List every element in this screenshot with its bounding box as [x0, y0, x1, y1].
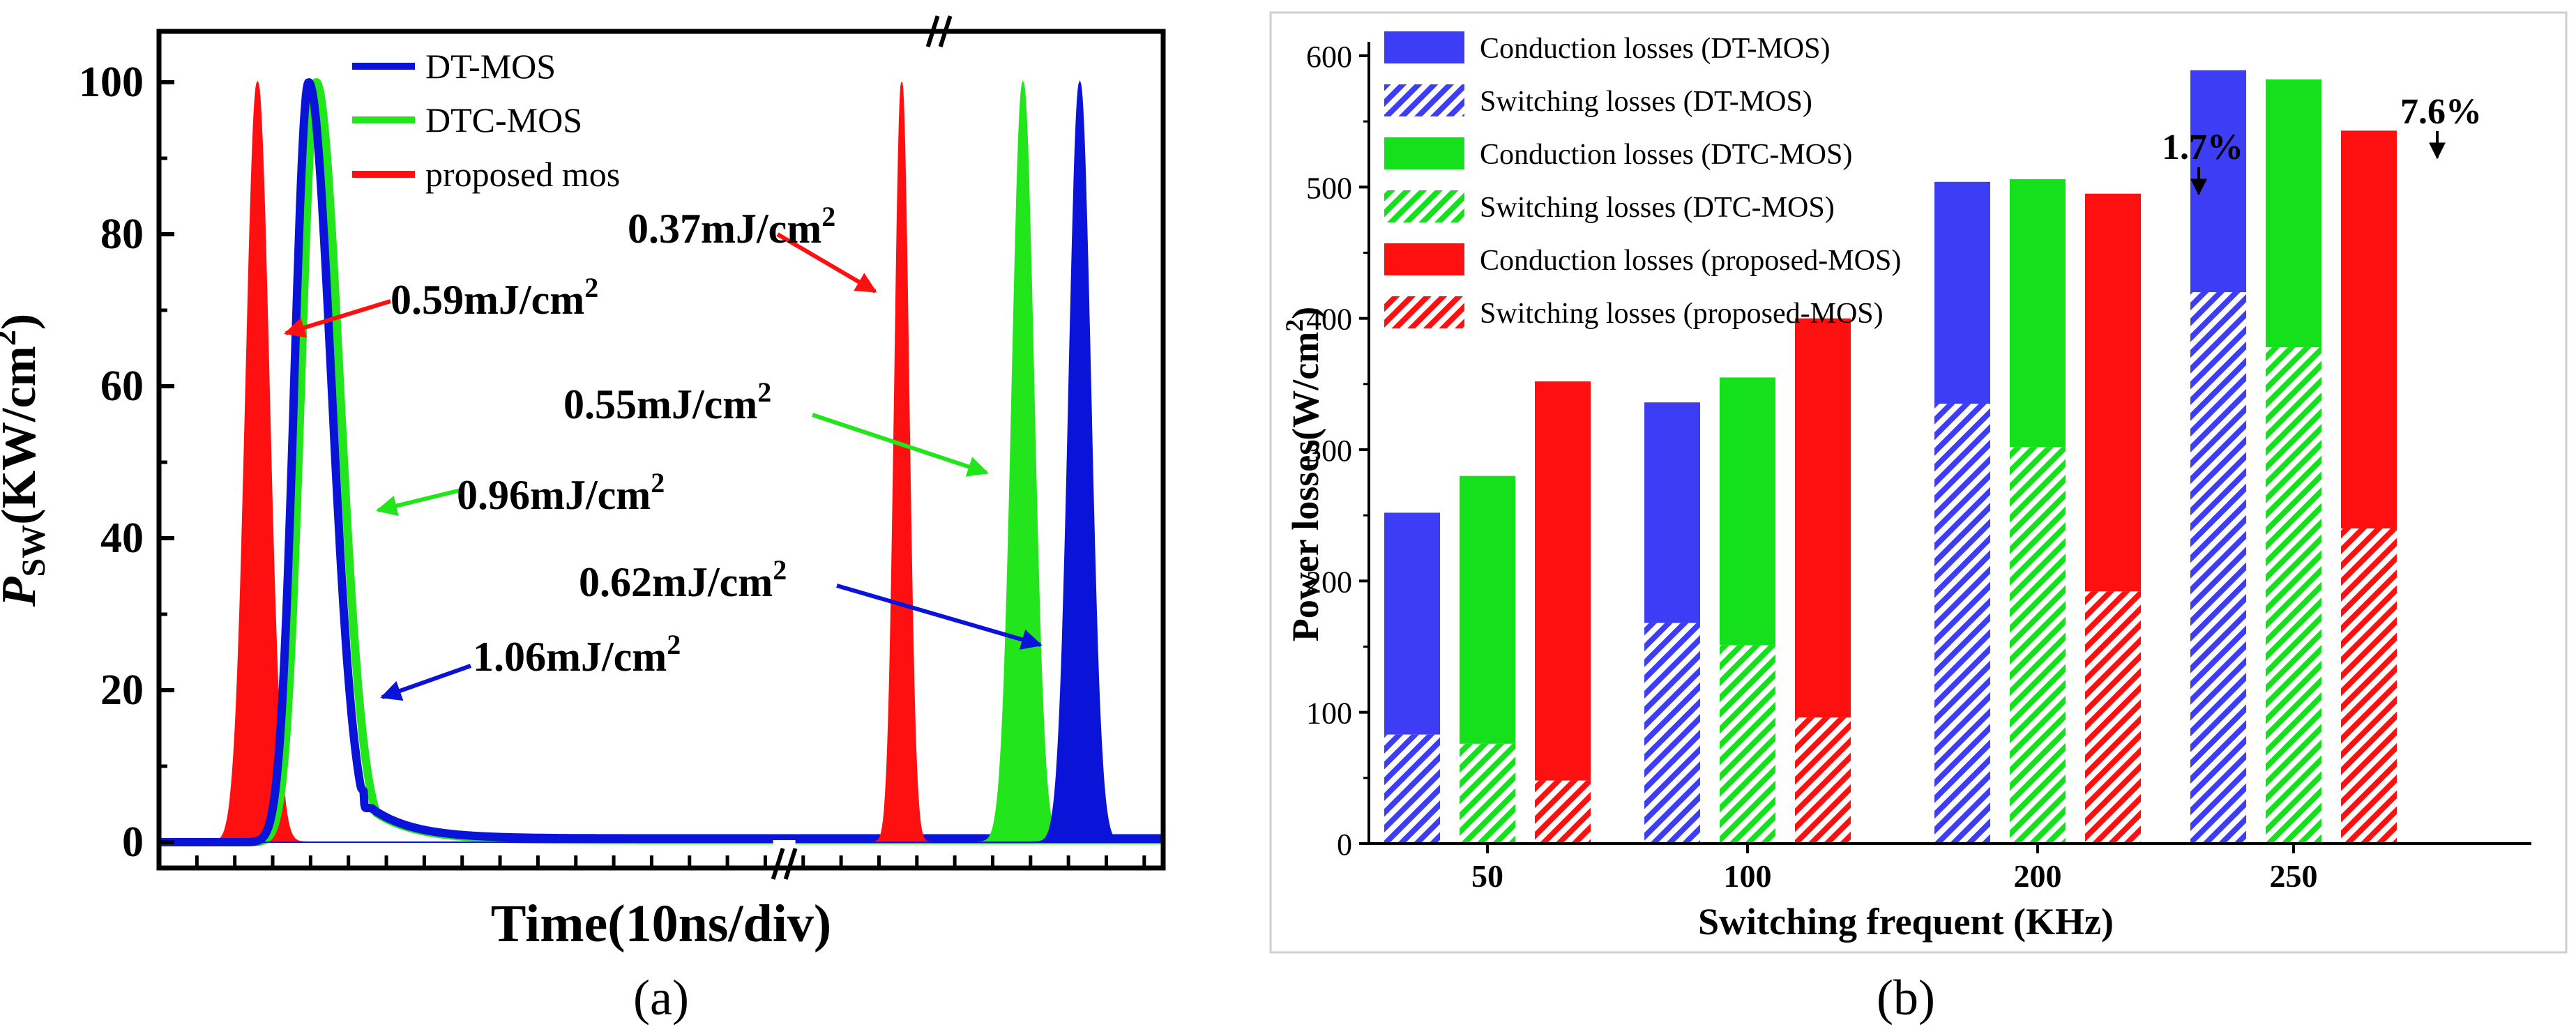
- a-y-tick-label: 60: [100, 363, 144, 410]
- a-annot-106: 1.06mJ/cm2: [473, 629, 681, 680]
- b-bars: [1384, 70, 2397, 844]
- b-annot-76: 7.6%: [2400, 92, 2482, 132]
- b-legend-label: Switching losses (proposed-MOS): [1480, 298, 1884, 330]
- b-legend-swatch: [1384, 296, 1464, 328]
- a-y-axis-label: PSW(KW/cm2): [0, 314, 52, 607]
- bar-switching-dt-200: [1934, 404, 1990, 844]
- bar-conduction-dtc-250: [2266, 79, 2321, 348]
- b-y-tick-label: 600: [1306, 40, 1352, 74]
- chart-a: 0 20 40 60 80 100 DT-MOS DTC-MOS proposed mos…: [0, 15, 1166, 1026]
- a-arrow-055: [812, 413, 989, 477]
- bar-switching-dtc-250: [2266, 347, 2321, 844]
- a-arrow-062: [836, 584, 1043, 650]
- a-annot-055: 0.55mJ/cm2: [563, 376, 771, 427]
- bar-conduction-dt-200: [1934, 181, 1990, 404]
- a-break-mark: [771, 848, 785, 880]
- b-y-tick-label: 200: [1306, 565, 1352, 599]
- a-plot-frame: [156, 29, 1166, 871]
- a-annot-037: 0.37mJ/cm2: [628, 201, 835, 252]
- bar-conduction-proposed-50: [1535, 381, 1591, 781]
- a-x-axis-label: Time(10ns/div): [491, 894, 831, 953]
- a-y-tick-label: 0: [122, 818, 144, 866]
- bar-switching-dt-250: [2190, 292, 2246, 844]
- bar-conduction-dtc-50: [1460, 475, 1515, 744]
- b-x-axis-label: Switching frequent (KHz): [1698, 901, 2114, 943]
- b-annot-17: 1.7%: [2162, 128, 2243, 167]
- bar-conduction-dt-100: [1644, 402, 1700, 623]
- b-legend-label: Conduction losses (DT-MOS): [1480, 33, 1830, 65]
- a-arrow-096: [376, 487, 464, 517]
- a-legend: DT-MOS DTC-MOS proposed mos: [352, 47, 620, 194]
- caption-b: (b): [1877, 970, 1935, 1026]
- b-x-tick-label: 50: [1471, 858, 1503, 894]
- a-curves: [159, 78, 1163, 846]
- bar-conduction-dtc-200: [2010, 179, 2066, 448]
- b-y-axis-label: Power losses(W/cm2): [1280, 307, 1326, 641]
- a-y-tick-label: 100: [79, 59, 144, 106]
- bar-conduction-proposed-200: [2085, 193, 2141, 592]
- a-arrow-037: [776, 232, 877, 294]
- a-y-tick-label: 20: [100, 666, 144, 714]
- bar-switching-dt-100: [1644, 623, 1700, 844]
- b-legend-swatch: [1384, 84, 1464, 116]
- chart-b: 0 100 200 300 400 500 600 50 100 200 250 Conductio…: [1269, 11, 2568, 1026]
- b-y-tick-label: 0: [1337, 828, 1352, 862]
- bar-switching-dtc-200: [2010, 447, 2066, 844]
- b-annotations: 1.7% 7.6%: [2162, 92, 2482, 196]
- bar-conduction-proposed-100: [1795, 318, 1851, 718]
- bar-switching-proposed-200: [2085, 591, 2141, 844]
- a-y-tick-label: 80: [100, 211, 144, 258]
- bar-switching-proposed-50: [1535, 780, 1591, 844]
- bar-switching-dtc-100: [1720, 645, 1775, 844]
- bar-switching-dt-50: [1384, 734, 1440, 844]
- b-panel-border: [1269, 11, 2568, 954]
- bar-switching-proposed-100: [1795, 717, 1851, 844]
- a-legend-label-dt: DT-MOS: [425, 47, 556, 86]
- b-y-tick-label: 300: [1306, 434, 1352, 468]
- bar-switching-dtc-50: [1460, 743, 1515, 844]
- bar-conduction-dtc-100: [1720, 377, 1775, 646]
- b-axes: 0 100 200 300 400 500 600 50 100 200 250: [1306, 40, 2531, 894]
- a-annotations: 0.59mJ/cm2 0.96mJ/cm2 1.06mJ/cm2 0.37mJ/…: [284, 201, 1043, 701]
- a-break-mark: [783, 848, 798, 880]
- a-y-tick-label: 40: [100, 515, 144, 562]
- b-legend-label: Switching losses (DT-MOS): [1480, 86, 1812, 118]
- b-x-tick-label: 250: [2270, 858, 2318, 894]
- a-x-axis-break: [771, 15, 955, 882]
- bar-switching-proposed-250: [2341, 528, 2397, 844]
- b-legend-swatch: [1384, 31, 1464, 63]
- b-legend-swatch: [1384, 190, 1464, 222]
- b-y-tick-label: 500: [1306, 171, 1352, 205]
- bar-conduction-dt-50: [1384, 512, 1440, 735]
- b-legend-label: Switching losses (DTC-MOS): [1480, 192, 1835, 224]
- a-arrow-106: [380, 664, 472, 701]
- a-series-dt-mos-turn-off: [159, 80, 1163, 843]
- bar-conduction-proposed-250: [2341, 130, 2397, 529]
- b-x-tick-label: 200: [2014, 858, 2062, 894]
- a-annot-096: 0.96mJ/cm2: [457, 467, 665, 518]
- a-annot-059: 0.59mJ/cm2: [391, 272, 598, 323]
- b-legend-label: Conduction losses (proposed-MOS): [1480, 245, 1901, 277]
- b-y-tick-label: 400: [1306, 303, 1352, 337]
- a-legend-label-proposed: proposed mos: [425, 155, 620, 194]
- a-x-axis-ticks: [195, 855, 1146, 868]
- a-annot-062: 0.62mJ/cm2: [579, 554, 787, 605]
- b-legend-swatch: [1384, 243, 1464, 275]
- b-legend-swatch: [1384, 137, 1464, 169]
- a-y-axis: 0 20 40 60 80 100: [79, 59, 174, 866]
- a-legend-label-dtc: DTC-MOS: [425, 100, 582, 139]
- b-legend-label: Conduction losses (DTC-MOS): [1480, 139, 1852, 171]
- a-arrow-059: [284, 299, 391, 338]
- caption-a: (a): [633, 970, 689, 1026]
- b-legend: Conduction losses (DT-MOS) Switching loss…: [1384, 31, 1901, 330]
- b-x-tick-label: 100: [1724, 858, 1772, 894]
- b-y-tick-label: 100: [1306, 696, 1352, 731]
